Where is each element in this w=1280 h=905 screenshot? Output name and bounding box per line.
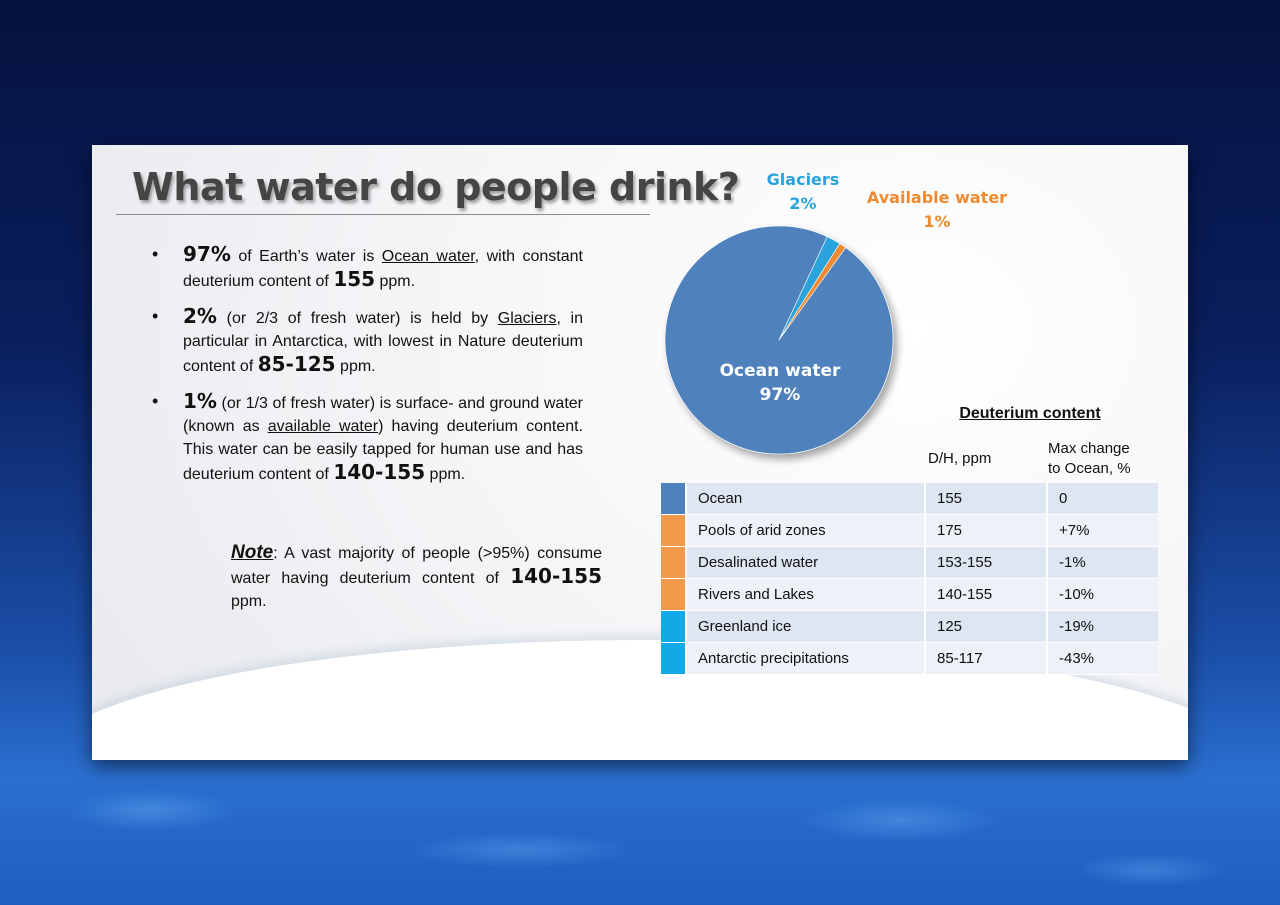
row-dh-value: 175 — [924, 514, 1047, 547]
table-title: Deuterium content — [959, 405, 1101, 422]
bullet-term: available water — [267, 418, 379, 435]
bullet-icon: • — [152, 391, 159, 411]
row-color-swatch — [661, 546, 686, 579]
row-max-change: -19% — [1046, 610, 1158, 643]
row-name: Antarctic precipitations — [685, 642, 925, 675]
row-color-swatch — [661, 642, 686, 675]
bullet-lead: 97% — [183, 242, 231, 266]
row-dh-value: 153-155 — [924, 546, 1047, 579]
pie-label-name: Available water — [866, 188, 1008, 207]
row-name: Greenland ice — [685, 610, 925, 643]
note-tail: ppm. — [231, 593, 267, 610]
bullet-value: 140-155 — [333, 460, 426, 484]
bullet-item: • 2% (or 2/3 of fresh water) is held by … — [152, 305, 583, 378]
bullet-item: • 1% (or 1/3 of fresh water) is surface-… — [152, 390, 583, 486]
row-dh-value: 85-117 — [924, 642, 1047, 675]
bullet-term: Glaciers — [497, 310, 557, 327]
note-text: : A vast majority of people (>95%) consu… — [231, 545, 602, 587]
pie-label-glaciers: Glaciers 2% — [747, 168, 859, 216]
row-dh-value: 155 — [924, 483, 1047, 515]
bullet-text: , in particular in Antarctica, with lowe… — [183, 310, 584, 375]
row-name: Ocean — [685, 483, 925, 515]
column-header-dh: D/H, ppm — [928, 450, 992, 467]
bullet-icon: • — [152, 244, 159, 264]
pie-slice-available-water — [778, 243, 847, 341]
deuterium-table: Ocean 155 0 Pools of arid zones 175 +7% Desali… — [661, 483, 1158, 675]
bullet-tail: ppm. — [375, 273, 416, 290]
pie-label-ocean-water: Ocean water 97% — [700, 359, 860, 407]
row-max-change: -1% — [1046, 546, 1158, 579]
note-label: Note — [231, 542, 274, 563]
row-max-change: -10% — [1046, 578, 1158, 611]
note-value: 140-155 — [510, 564, 602, 588]
row-name: Pools of arid zones — [685, 514, 925, 547]
column-header-line: to Ocean, % — [1048, 460, 1131, 477]
bullet-list: • 97% of Earth’s water is Ocean water, w… — [152, 243, 583, 498]
column-header-max-change: Max change to Ocean, % — [1048, 439, 1131, 479]
table-row: Antarctic precipitations 85-117 -43% — [661, 642, 1158, 675]
row-name: Desalinated water — [685, 546, 925, 579]
bullet-lead: 1% — [183, 389, 217, 413]
column-header-line: Max change — [1048, 440, 1130, 457]
row-dh-value: 140-155 — [924, 578, 1047, 611]
row-max-change: -43% — [1046, 642, 1158, 675]
row-color-swatch — [661, 514, 686, 547]
title-underline — [116, 214, 650, 215]
bullet-icon: • — [152, 306, 159, 326]
bullet-lead: 2% — [183, 304, 217, 328]
pie-label-name: Ocean water — [719, 361, 841, 381]
slide-title: What water do people drink? — [132, 165, 740, 209]
table-row: Desalinated water 153-155 -1% — [661, 546, 1158, 579]
bullet-text: , with constant deuterium content of — [183, 248, 583, 290]
bullet-tail: ppm. — [425, 466, 466, 483]
pie-label-value: 1% — [923, 212, 951, 231]
pie-label-available-water: Available water 1% — [857, 186, 1017, 234]
bullet-text: (or 2/3 of fresh water) is held by — [216, 310, 498, 327]
row-max-change: +7% — [1046, 514, 1158, 547]
row-dh-value: 125 — [924, 610, 1047, 643]
table-row: Ocean 155 0 — [661, 483, 1158, 515]
row-color-swatch — [661, 483, 686, 515]
bullet-tail: ppm. — [335, 358, 376, 375]
table-row: Greenland ice 125 -19% — [661, 610, 1158, 643]
note-paragraph: Note: A vast majority of people (>95%) c… — [231, 541, 602, 613]
table-row: Rivers and Lakes 140-155 -10% — [661, 578, 1158, 611]
pie-label-name: Glaciers — [766, 170, 840, 189]
pie-label-value: 97% — [759, 385, 801, 405]
bullet-term: Ocean water — [381, 248, 475, 265]
row-max-change: 0 — [1046, 483, 1158, 515]
bullet-item: • 97% of Earth’s water is Ocean water, w… — [152, 243, 583, 293]
table-row: Pools of arid zones 175 +7% — [661, 514, 1158, 547]
row-color-swatch — [661, 610, 686, 643]
bullet-value: 85-125 — [257, 352, 336, 376]
bullet-text: ) having deuterium content. This water c… — [183, 418, 584, 483]
row-color-swatch — [661, 578, 686, 611]
slide: What water do people drink? • 97% of Ear… — [92, 145, 1188, 760]
bullet-text: (or 1/3 of fresh water) is surface- and … — [183, 395, 583, 435]
row-name: Rivers and Lakes — [685, 578, 925, 611]
bullet-text: of Earth’s water is — [230, 248, 382, 265]
pie-chart — [664, 225, 894, 455]
bullet-value: 155 — [333, 267, 376, 291]
pie-label-value: 2% — [789, 194, 817, 213]
